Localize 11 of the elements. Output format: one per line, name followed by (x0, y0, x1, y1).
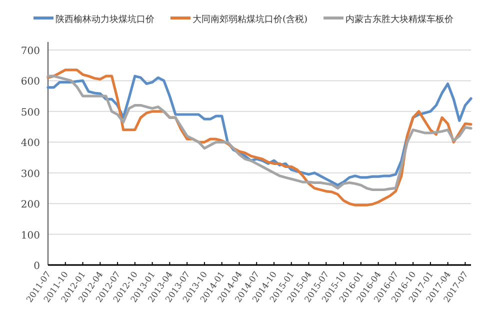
y-tick-label: 200 (20, 200, 40, 211)
y-tick-label: 700 (20, 46, 40, 57)
y-tick-label: 500 (20, 107, 40, 118)
legend-label: 内蒙古东胜大块精煤车板价 (346, 14, 454, 25)
y-tick-label: 100 (20, 230, 40, 242)
y-tick-label: 0 (34, 261, 40, 272)
y-tick-label: 300 (20, 168, 40, 180)
legend-label: 陕西榆林动力块煤坑口价 (55, 14, 154, 25)
y-tick-label: 600 (20, 76, 40, 88)
legend-label: 大同南郊弱粘煤坑口价(含税) (192, 14, 308, 25)
y-tick-label: 400 (20, 138, 40, 150)
